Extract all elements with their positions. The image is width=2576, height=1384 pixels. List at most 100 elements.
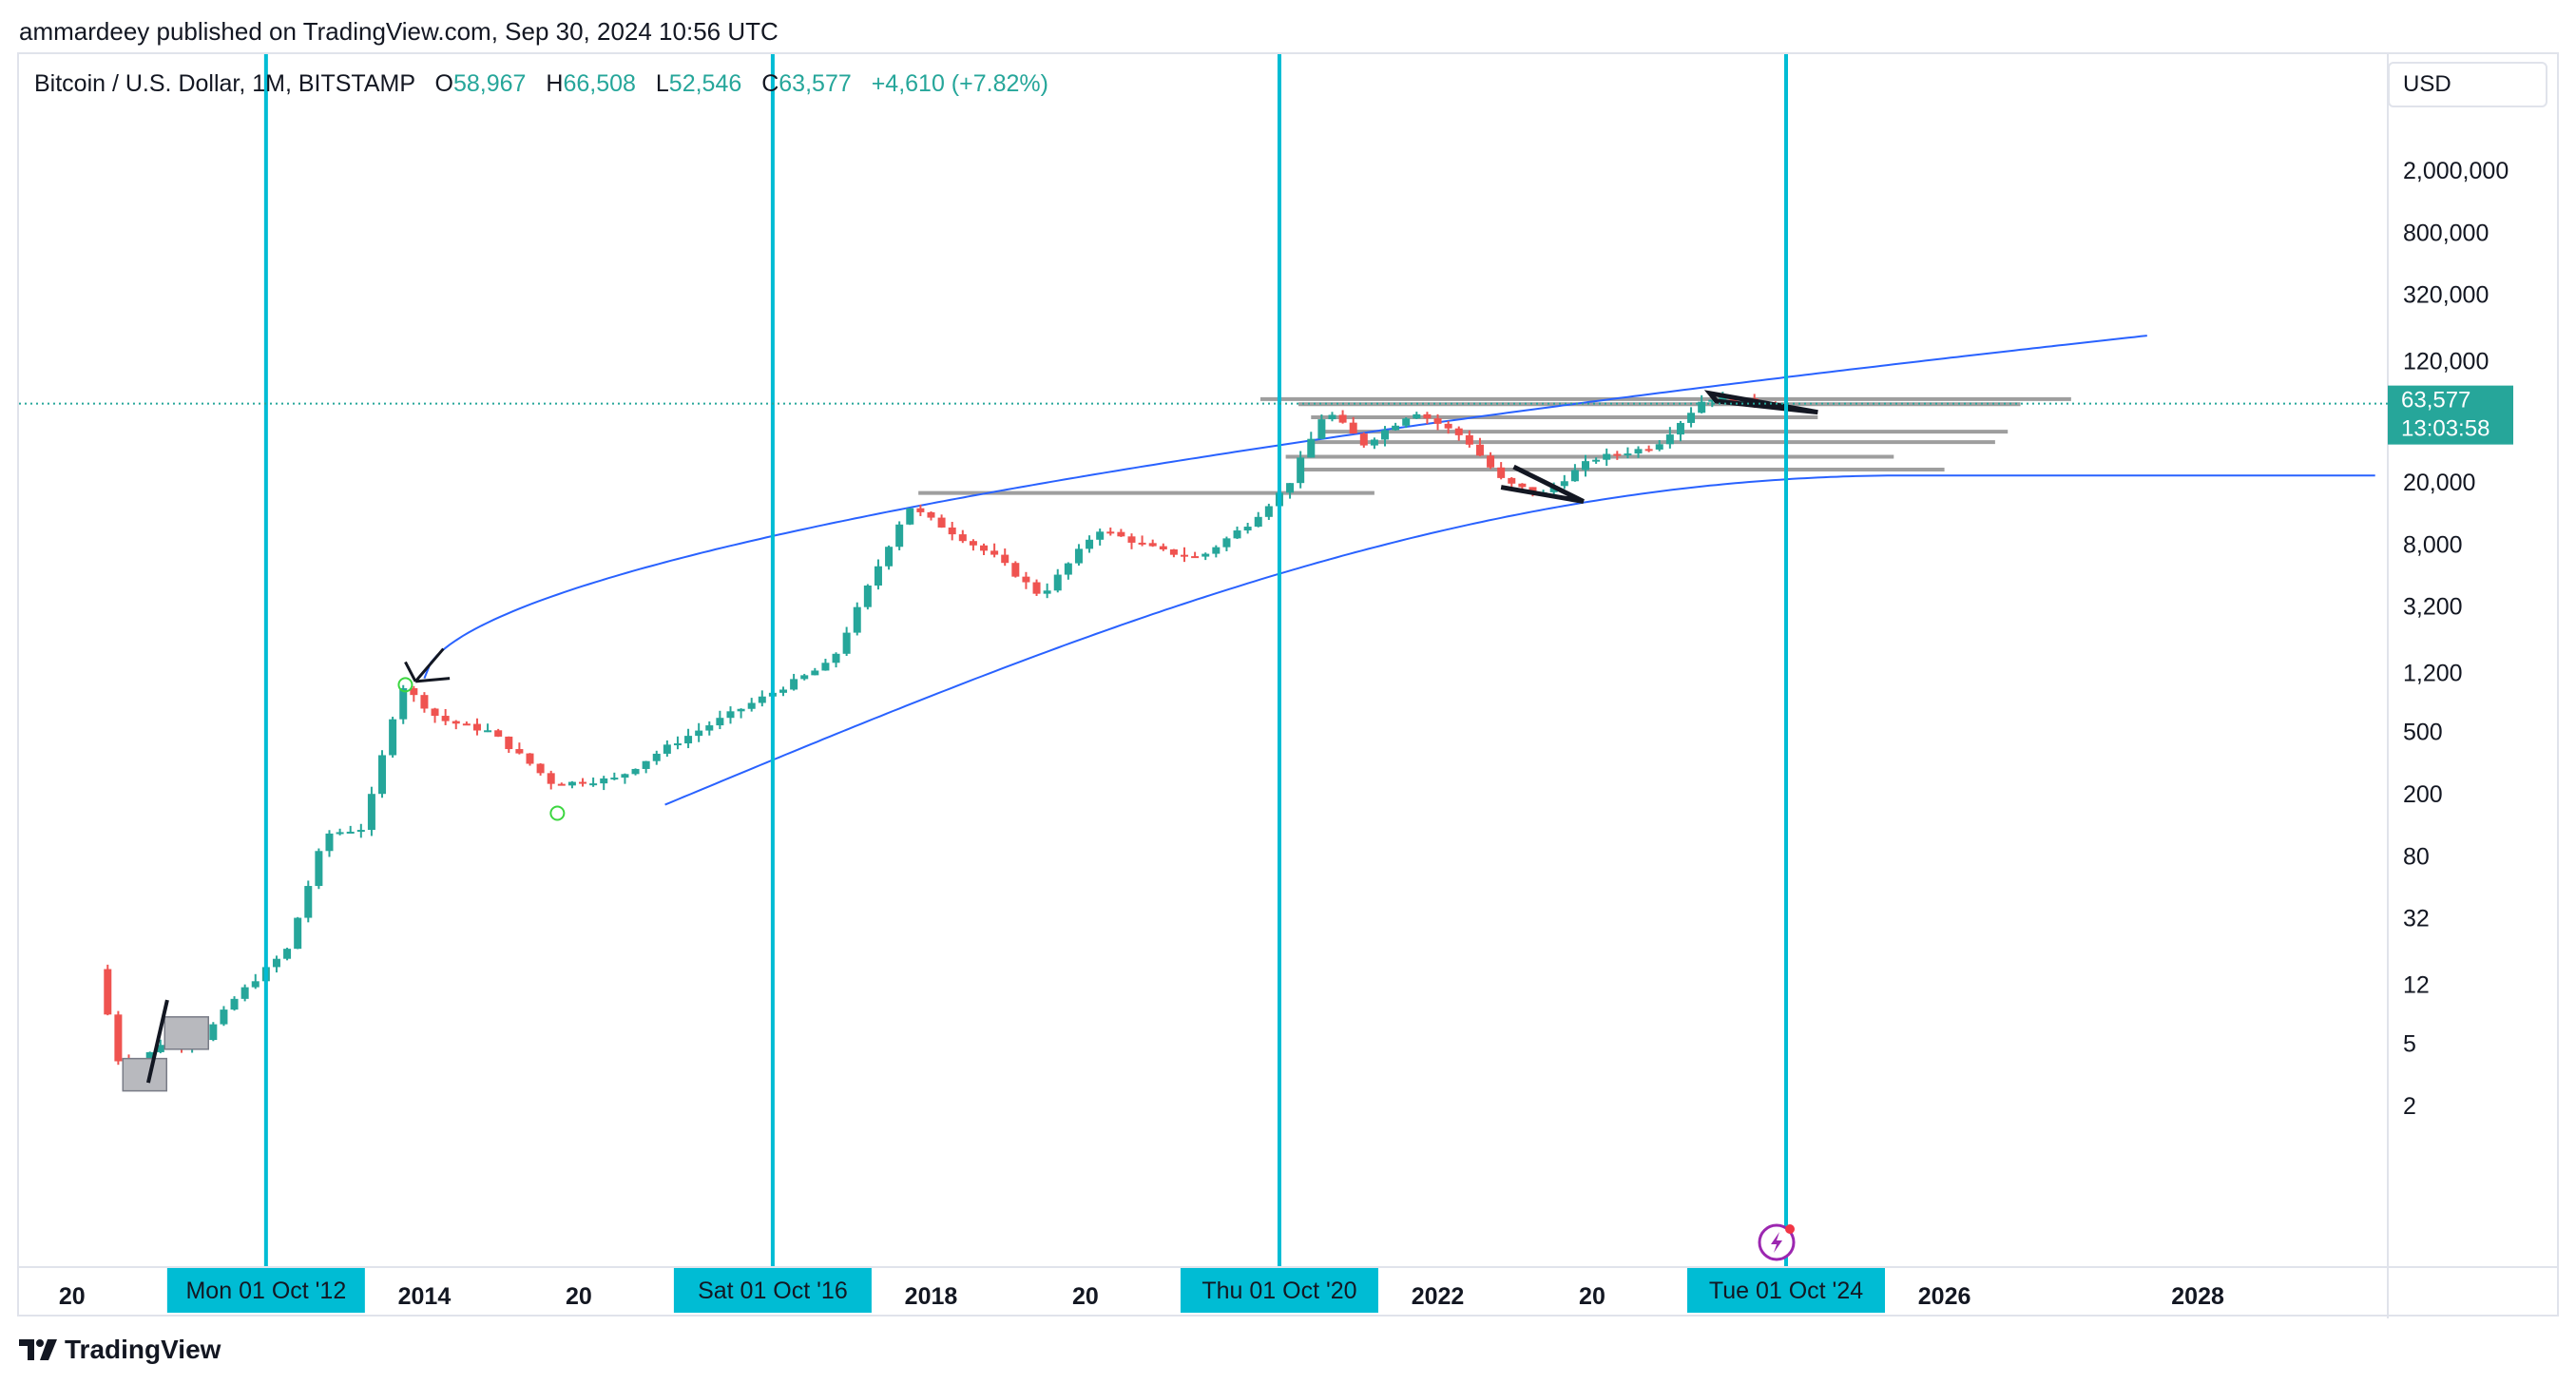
candle-body [1487, 455, 1495, 468]
candle-body [1106, 531, 1115, 534]
x-tick-label: 2014 [398, 1283, 452, 1310]
candle-body [821, 663, 830, 671]
candle-body [1592, 459, 1601, 462]
regression-bands [423, 335, 2375, 806]
candle-body [1064, 563, 1072, 575]
candle-body [758, 696, 766, 703]
candle-body [230, 998, 239, 1010]
y-tick-label: 200 [2403, 781, 2443, 808]
cycle-date-label: Mon 01 Oct '12 [185, 1278, 346, 1304]
candle-body [156, 1045, 164, 1052]
candle-body [336, 832, 344, 835]
candle-body [927, 511, 935, 518]
candle-body [431, 708, 439, 717]
lightning-icon [1771, 1232, 1783, 1253]
candle-body [948, 527, 956, 535]
candle-body [1508, 477, 1516, 484]
candle-body [209, 1024, 218, 1041]
candle-body [1117, 531, 1125, 537]
tradingview-logo[interactable]: TradingView [19, 1335, 221, 1365]
candle-body [1444, 423, 1452, 429]
candle-body [990, 550, 999, 555]
candle-body [410, 688, 418, 696]
candle-body [251, 981, 260, 988]
candle-body [1687, 413, 1696, 423]
candle-body [515, 749, 524, 754]
cycle-date-label: Thu 01 Oct '20 [1201, 1278, 1356, 1304]
candle-body [1053, 574, 1062, 591]
candle-body [1413, 413, 1421, 419]
publisher-line: ammardeey published on TradingView.com, … [19, 17, 779, 46]
candle-body [557, 783, 566, 786]
horizontal-levels [918, 396, 2071, 495]
candle-body [1138, 542, 1146, 545]
candle-body [600, 778, 608, 784]
candle-body [1719, 396, 1727, 400]
candle-body [240, 987, 249, 999]
candle-body [1644, 449, 1653, 452]
candle-body [610, 778, 619, 780]
chart-frame [17, 52, 2559, 1317]
candle-body [673, 743, 682, 746]
candle-body [145, 1051, 154, 1064]
y-tick-label: 8,000 [2403, 531, 2463, 558]
candle-body [1086, 539, 1094, 549]
candle-body [1328, 414, 1336, 420]
candle-body [104, 969, 112, 1015]
candle-body [484, 730, 492, 733]
candle-body [1159, 546, 1167, 549]
candle-body [547, 773, 555, 784]
candle-body [705, 725, 714, 731]
current-price-value: 63,577 [2401, 388, 2470, 413]
arrow-annotation [404, 647, 451, 683]
falling-wedge [1500, 464, 1585, 504]
legend-low-label: L [655, 70, 669, 97]
candle-body [811, 670, 819, 676]
candle-body [800, 675, 809, 680]
cycle-date-tag [1180, 1267, 1378, 1313]
x-tick-label: 2028 [2171, 1283, 2224, 1310]
cycle-date-tag [166, 1267, 365, 1313]
cycle-date-tag [673, 1267, 872, 1313]
candle-body [472, 723, 481, 731]
legend-high: 66,508 [563, 70, 636, 97]
y-tick-label: 20,000 [2403, 470, 2475, 496]
candle-body [980, 545, 989, 551]
alert-dot [1785, 1224, 1796, 1234]
candle-body [526, 753, 534, 764]
candle-body [1497, 467, 1506, 478]
candle-body [1264, 506, 1273, 517]
candle-body [1181, 554, 1189, 557]
candle-body [1148, 543, 1157, 547]
candle-body [747, 702, 756, 709]
candle-body [1528, 487, 1537, 493]
candle-body [737, 708, 745, 712]
y-tick-label: 32 [2403, 906, 2430, 932]
x-tick-label-partial: 20 [1072, 1283, 1099, 1310]
candle-body [378, 755, 387, 795]
legend-close-label: C [761, 70, 779, 97]
candle-body [1212, 547, 1221, 554]
candle-body [1201, 553, 1210, 557]
currency-button[interactable]: USD [2388, 62, 2547, 107]
trend-stroke [145, 999, 169, 1084]
candle-body [779, 689, 788, 693]
candle-body [863, 586, 872, 607]
candle-body [494, 730, 503, 737]
candle-body [304, 886, 313, 918]
candle-body [1676, 422, 1684, 435]
range-box [163, 1016, 210, 1050]
x-tick-label-partial: 20 [566, 1283, 592, 1310]
y-tick-label: 800,000 [2403, 220, 2489, 246]
upper-band [423, 335, 2147, 679]
candle-body [1433, 418, 1442, 424]
candle-body [916, 508, 925, 512]
candle-body [567, 781, 576, 786]
candle-body [1560, 481, 1568, 487]
candle-body [1032, 582, 1041, 594]
candle-body [325, 833, 334, 852]
x-tick-label-partial: 20 [1579, 1283, 1605, 1310]
legend-change: +4,610 (+7.82%) [871, 70, 1048, 97]
candle-body [1233, 530, 1241, 539]
